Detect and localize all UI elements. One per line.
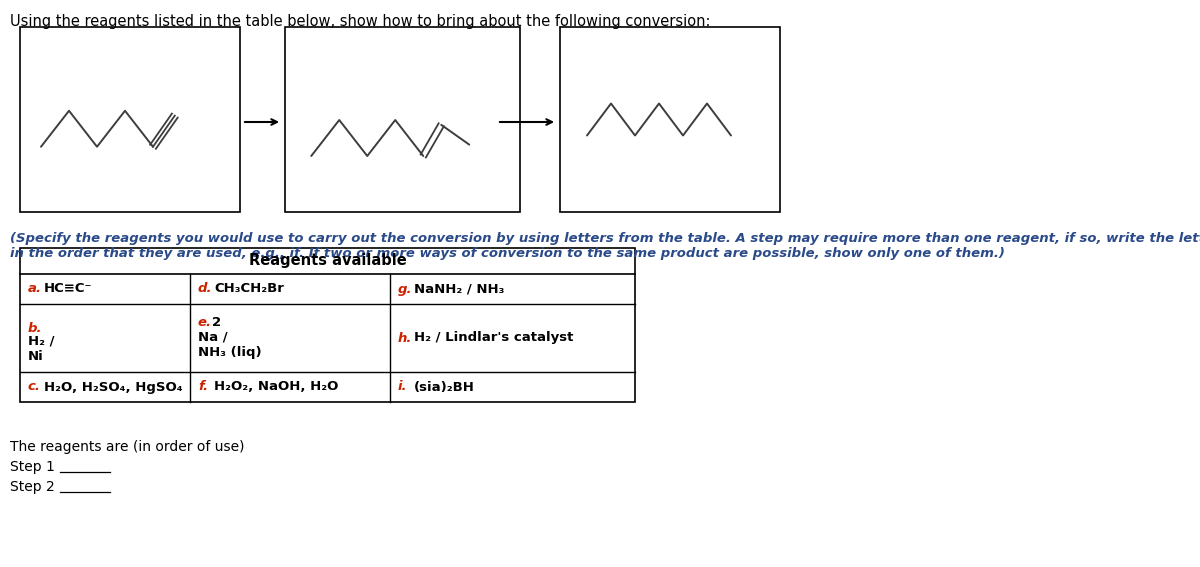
Text: The reagents are (in order of use): The reagents are (in order of use)	[10, 440, 245, 454]
Text: CH₃CH₂Br: CH₃CH₂Br	[214, 282, 284, 295]
Text: 2: 2	[212, 316, 221, 329]
Text: H₂ /: H₂ /	[28, 335, 54, 348]
Bar	[560, 27, 780, 212]
Text: in the order that they are used, e.g., if. If two or more ways of conversion to : in the order that they are used, e.g., i…	[10, 247, 1004, 260]
Text: NH₃ (liq): NH₃ (liq)	[198, 346, 262, 359]
Bar	[286, 27, 520, 212]
Text: e.: e.	[198, 316, 212, 329]
Text: (Specify the reagents you would use to carry out the conversion by using letters: (Specify the reagents you would use to c…	[10, 232, 1200, 245]
Text: Step 2: Step 2	[10, 480, 55, 494]
Text: g.: g.	[398, 282, 413, 295]
Bar	[20, 248, 635, 402]
Text: a.: a.	[28, 282, 42, 295]
Text: h.: h.	[398, 332, 413, 345]
Text: Ni: Ni	[28, 350, 43, 363]
Text: f.: f.	[198, 380, 208, 393]
Text: b.: b.	[28, 322, 42, 335]
Text: Using the reagents listed in the table below, show how to bring about the follow: Using the reagents listed in the table b…	[10, 14, 710, 29]
Text: (sia)₂BH: (sia)₂BH	[414, 380, 475, 393]
Text: d.: d.	[198, 282, 212, 295]
Text: NaNH₂ / NH₃: NaNH₂ / NH₃	[414, 282, 504, 295]
Text: Reagents available: Reagents available	[248, 253, 407, 269]
Text: c.: c.	[28, 380, 41, 393]
Text: HC≡C⁻: HC≡C⁻	[44, 282, 92, 295]
Text: i.: i.	[398, 380, 408, 393]
Text: Step 1: Step 1	[10, 460, 55, 474]
Text: Na /: Na /	[198, 331, 228, 344]
Text: H₂O₂, NaOH, H₂O: H₂O₂, NaOH, H₂O	[214, 380, 338, 393]
Text: H₂O, H₂SO₄, HgSO₄: H₂O, H₂SO₄, HgSO₄	[44, 380, 182, 393]
Bar	[20, 27, 240, 212]
Text: H₂ / Lindlar's catalyst: H₂ / Lindlar's catalyst	[414, 332, 574, 345]
